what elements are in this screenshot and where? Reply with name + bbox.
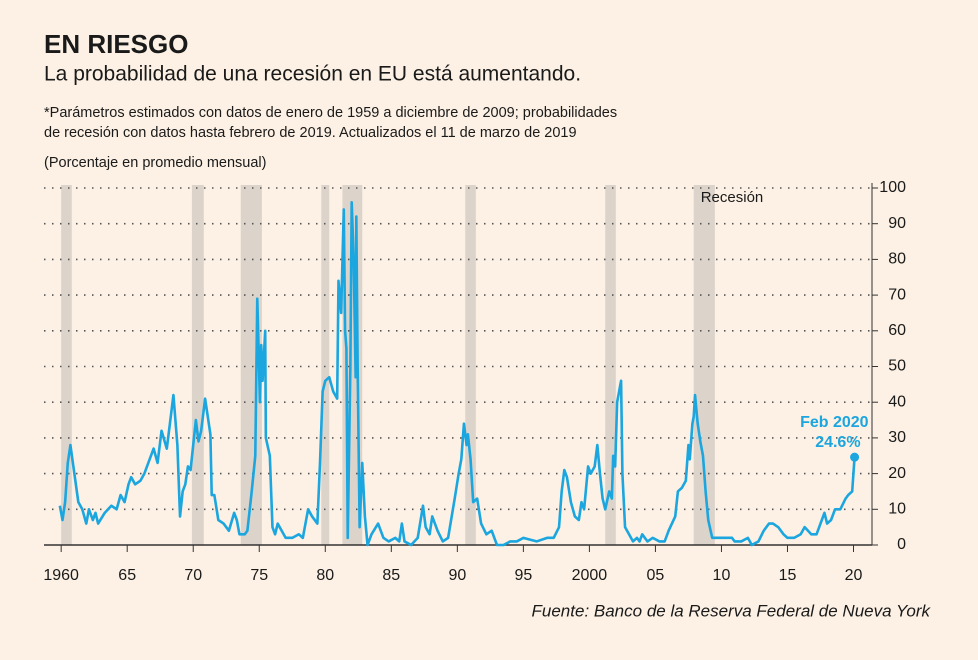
annotation-value: 24.6% bbox=[815, 434, 860, 451]
y-tick-label: 70 bbox=[888, 286, 906, 303]
chart-title: EN RIESGO bbox=[44, 29, 188, 59]
y-tick-label: 80 bbox=[888, 251, 906, 268]
x-tick-label: 90 bbox=[448, 567, 466, 584]
y-axis-label: (Porcentaje en promedio mensual) bbox=[44, 155, 266, 171]
x-tick-label: 80 bbox=[316, 567, 334, 584]
y-tick-label: 60 bbox=[888, 322, 906, 339]
recession-band bbox=[465, 185, 476, 545]
x-tick-label: 65 bbox=[118, 567, 136, 584]
y-tick-label: 30 bbox=[888, 429, 906, 446]
recession-band bbox=[321, 185, 330, 545]
source: Fuente: Banco de la Reserva Federal de N… bbox=[532, 601, 932, 620]
x-tick-label: 2000 bbox=[572, 567, 608, 584]
x-tick-label: 85 bbox=[382, 567, 400, 584]
chart-subtitle: La probabilidad de una recesión en EU es… bbox=[44, 63, 581, 86]
x-tick-label: 20 bbox=[845, 567, 863, 584]
annotation-point bbox=[850, 452, 860, 462]
y-tick-label: 0 bbox=[897, 536, 906, 553]
line bbox=[58, 200, 856, 547]
recession-band bbox=[61, 185, 72, 545]
note: *Parámetros estimados con datos de enero… bbox=[44, 105, 617, 121]
x-tick-label: 95 bbox=[514, 567, 532, 584]
annotation-label: Feb 2020 bbox=[800, 414, 869, 431]
x-tick-label: 75 bbox=[250, 567, 268, 584]
note: de recesión con datos hasta febrero de 2… bbox=[44, 125, 577, 141]
x-tick-label: 1960 bbox=[43, 567, 79, 584]
y-tick-label: 50 bbox=[888, 358, 906, 375]
x-tick-label: 10 bbox=[713, 567, 731, 584]
y-tick-label: 100 bbox=[879, 179, 906, 196]
recession-band bbox=[693, 185, 715, 545]
y-tick-label: 90 bbox=[888, 215, 906, 232]
x-tick-label: 15 bbox=[779, 567, 797, 584]
recession-band bbox=[240, 185, 262, 545]
recession-band bbox=[191, 185, 204, 545]
recession-band bbox=[605, 185, 616, 545]
x-tick-label: 05 bbox=[647, 567, 665, 584]
y-tick-label: 20 bbox=[888, 465, 906, 482]
y-tick-label: 10 bbox=[888, 501, 906, 518]
recession-label: Recesión bbox=[701, 189, 764, 206]
y-tick-label: 40 bbox=[888, 393, 906, 410]
x-tick-label: 70 bbox=[184, 567, 202, 584]
